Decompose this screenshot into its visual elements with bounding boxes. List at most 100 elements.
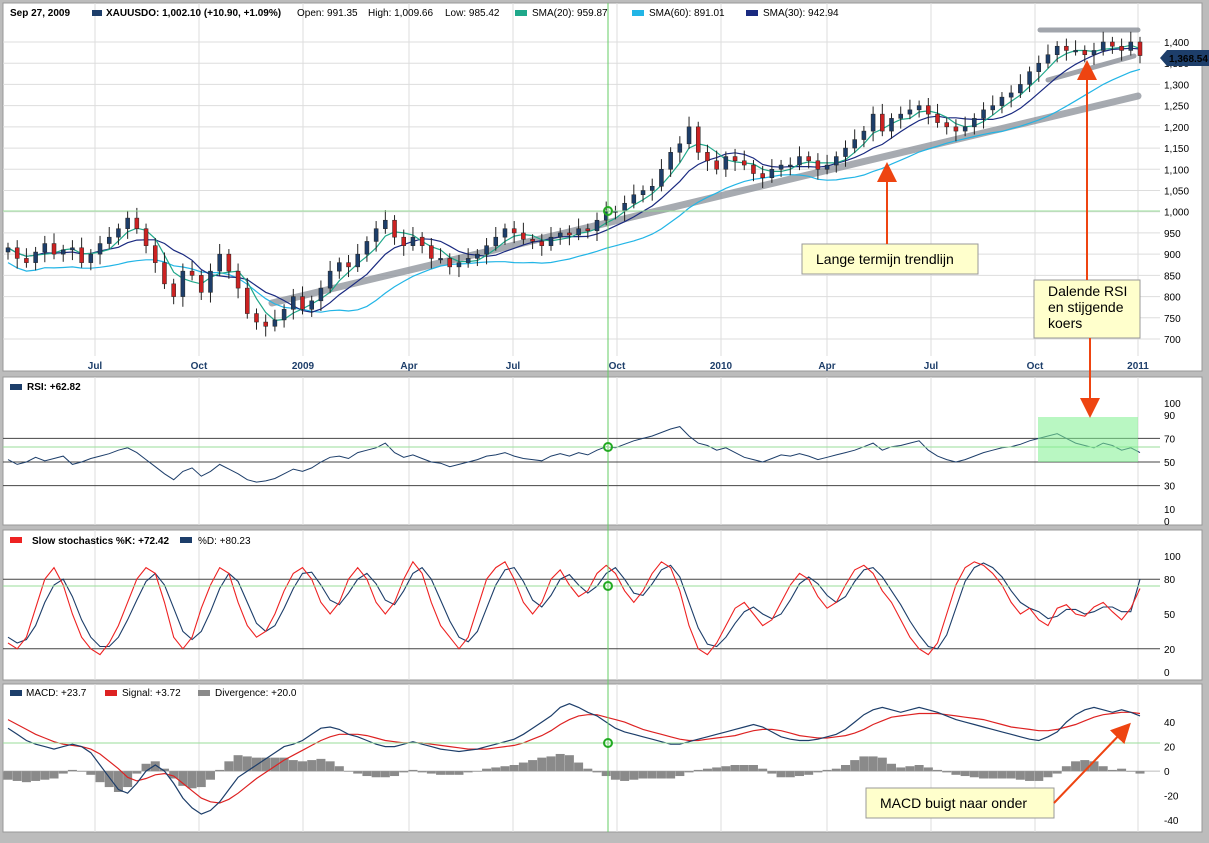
candle-body: [962, 126, 968, 132]
candle-body: [916, 105, 922, 111]
crosshair-marker-macd: [603, 738, 613, 748]
candle-body: [263, 321, 268, 327]
candle-body: [631, 194, 637, 204]
candle-body: [668, 152, 673, 170]
legend-sma60: SMA(60): 891.01: [649, 8, 725, 19]
divergence-bar: [693, 769, 703, 772]
candle-body: [972, 118, 977, 128]
candle-body: [714, 160, 719, 170]
annotation-rsi-divergence: Dalende RSI en stijgende koers: [1033, 279, 1141, 339]
candle-body: [1027, 71, 1032, 85]
price-tick-label: 1,100: [1164, 165, 1189, 176]
divergence-bar: [518, 762, 528, 772]
candle-body: [116, 228, 121, 238]
divergence-bar: [822, 769, 832, 772]
divergence-bar: [877, 757, 887, 772]
divergence-bar: [196, 771, 206, 788]
divergence-bar: [638, 771, 648, 779]
price-panel[interactable]: [2, 2, 1203, 372]
legend-sma20: SMA(20): 959.87: [532, 8, 608, 19]
candle-body: [125, 217, 130, 229]
divergence-bar: [923, 767, 933, 772]
divergence-bar: [472, 771, 482, 772]
stochastics-panel[interactable]: [2, 529, 1203, 681]
divergence-bar: [666, 771, 676, 779]
candle-body: [392, 219, 397, 238]
divergence-bar: [95, 771, 105, 783]
candle-body: [511, 228, 517, 234]
candle-body: [815, 160, 821, 170]
divergence-bar: [399, 771, 409, 773]
divergence-bar: [1006, 771, 1016, 779]
rsi-tick-label: 30: [1164, 482, 1176, 493]
divergence-bar: [610, 771, 620, 780]
divergence-bar: [31, 771, 41, 781]
date-tick-label: Apr: [818, 361, 835, 372]
stoch-tick-label: 20: [1164, 645, 1176, 656]
divergence-bar: [113, 771, 123, 792]
divergence-bar: [739, 765, 749, 772]
divergence-bar: [748, 765, 758, 772]
candle-body: [686, 126, 692, 145]
divergence-bar: [233, 755, 243, 772]
divergence-bar: [261, 757, 271, 772]
legend-date: Sep 27, 2009: [10, 8, 70, 19]
divergence-bar: [1043, 771, 1053, 778]
candle-body: [465, 258, 471, 263]
divergence-bar: [656, 771, 666, 779]
divergence-bar: [3, 771, 13, 780]
candle-body: [548, 236, 554, 246]
legend-sma30: SMA(30): 942.94: [763, 8, 839, 19]
divergence-bar: [988, 771, 998, 779]
legend-divergence: Divergence: +20.0: [215, 688, 297, 699]
legend-low: Low: 985.42: [445, 8, 500, 19]
candle-body: [797, 156, 802, 166]
candle-body: [1100, 41, 1106, 51]
macd-tick-label: 0: [1164, 767, 1170, 778]
divergence-bar: [86, 771, 96, 775]
divergence-bar: [555, 753, 565, 772]
sma60-line: [7, 68, 1141, 313]
date-tick-label: Oct: [1027, 361, 1044, 372]
signal-line: [7, 711, 1141, 804]
candle-body: [677, 143, 683, 153]
sma-lines: [7, 44, 1141, 322]
divergence-bar: [537, 757, 547, 772]
price-tick-label: 850: [1164, 271, 1181, 282]
legend-xauusd: XAUUSDO: 1,002.10 (+10.90, +1.09%): [106, 8, 281, 19]
svg-text:Lange termijn trendlijn: Lange termijn trendlijn: [816, 251, 954, 267]
divergence-bar: [794, 771, 804, 777]
divergence-bar: [785, 771, 795, 778]
divergence-bar: [21, 771, 31, 783]
candle-body: [622, 202, 627, 212]
candle-body: [33, 251, 38, 263]
divergence-bar: [592, 771, 602, 773]
divergence-bar: [1071, 761, 1081, 772]
candle-body: [180, 270, 186, 297]
divergence-bar: [564, 755, 574, 772]
candle-body: [944, 122, 949, 128]
divergence-bar: [132, 771, 142, 774]
divergence-bar: [629, 771, 639, 780]
divergence-bar: [1117, 768, 1127, 772]
candle-body: [695, 126, 701, 153]
candle-body: [659, 169, 664, 187]
divergence-bar: [436, 771, 446, 775]
candle-body: [429, 245, 434, 259]
price-legend: Sep 27, 2009 XAUUSDO: 1,002.10 (+10.90, …: [10, 8, 839, 19]
divergence-bar: [141, 763, 151, 772]
divergence-bar: [969, 771, 979, 778]
crosshair-marker-price: [603, 206, 613, 216]
candle-body: [281, 309, 287, 321]
svg-text:MACD buigt naar onder: MACD buigt naar onder: [880, 795, 1027, 811]
price-tick-label: 1,250: [1164, 102, 1189, 113]
divergence-bar: [914, 765, 924, 772]
candle-body: [769, 169, 775, 179]
date-tick-label: Jul: [924, 361, 939, 372]
rsi-highlight-zone: [1038, 417, 1138, 462]
divergence-bar: [390, 771, 400, 777]
divergence-bar: [77, 771, 87, 772]
divergence-bar: [933, 769, 943, 772]
rsi-panel[interactable]: [2, 376, 1203, 526]
